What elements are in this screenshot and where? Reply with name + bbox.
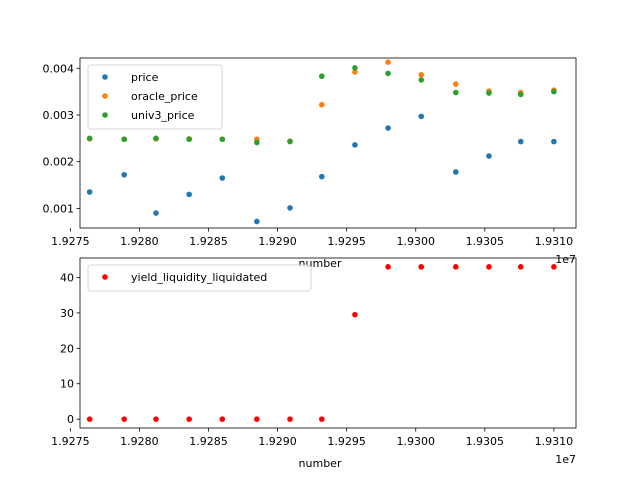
- data-point: [121, 136, 128, 143]
- data-point: [486, 264, 492, 270]
- data-point: [318, 73, 325, 80]
- y-tick-label: 0.003: [43, 109, 75, 122]
- y-tick-label: 40: [60, 271, 74, 284]
- data-point: [418, 72, 425, 78]
- x-tick-label: 1.9285: [189, 435, 228, 448]
- data-point: [219, 136, 226, 143]
- data-point: [318, 416, 325, 422]
- y-tick-label: 20: [60, 342, 74, 355]
- data-point: [318, 173, 325, 180]
- data-point: [254, 218, 260, 225]
- data-point: [453, 89, 459, 96]
- x-tick-label: 1.9275: [51, 235, 90, 248]
- data-point: [352, 69, 358, 75]
- legend-label: oracle_price: [131, 90, 198, 103]
- data-point: [418, 113, 425, 120]
- data-point: [385, 59, 391, 65]
- legend-box: [87, 64, 223, 130]
- data-point: [551, 264, 557, 270]
- data-point: [385, 125, 391, 131]
- data-point: [254, 416, 260, 422]
- axes-frame: [79, 57, 577, 229]
- data-point: [153, 210, 159, 216]
- data-point: [385, 264, 391, 270]
- x-tick-label: 1.9295: [327, 235, 366, 248]
- data-point: [121, 171, 128, 178]
- legend: price oracle_price univ3_price: [87, 64, 223, 130]
- data-point: [517, 138, 524, 145]
- legend-label: yield_liquidity_liquidated: [131, 271, 267, 284]
- x-tick-label: 1.9290: [258, 235, 297, 248]
- data-point: [352, 311, 358, 318]
- data-point: [86, 189, 93, 195]
- data-point: [551, 88, 557, 95]
- data-point: [219, 416, 226, 422]
- data-point: [153, 416, 159, 422]
- data-point: [517, 264, 524, 270]
- data-point: [453, 264, 459, 270]
- legend-marker: [102, 274, 108, 280]
- data-point: [287, 138, 293, 145]
- series-price: [86, 113, 557, 225]
- axes-frame: [79, 257, 577, 429]
- data-point: [287, 416, 293, 422]
- x-tick-label: 1.9280: [120, 435, 159, 448]
- x-tick-label: 1.9310: [535, 235, 574, 248]
- y-tick-label: 0.001: [43, 202, 75, 215]
- data-point: [352, 65, 358, 71]
- data-point: [219, 175, 226, 181]
- series-yield-liquidity-liquidated: [86, 264, 557, 422]
- data-point: [486, 90, 492, 96]
- data-point: [453, 81, 459, 87]
- legend-marker: [102, 112, 108, 118]
- data-point: [121, 416, 128, 422]
- legend-marker: [102, 93, 108, 99]
- data-point: [287, 205, 293, 211]
- y-tick-label: 0.004: [43, 62, 75, 75]
- x-offset-label: 1e7: [555, 253, 576, 266]
- x-offset-label: 1e7: [555, 453, 576, 466]
- data-point: [385, 70, 391, 77]
- x-tick-label: 1.9310: [535, 435, 574, 448]
- data-point: [352, 142, 358, 148]
- data-point: [453, 169, 459, 175]
- y-tick-label: 0: [67, 413, 74, 426]
- y-tick-label: 0.002: [43, 156, 75, 169]
- y-tick-label: 30: [60, 307, 74, 320]
- chart-2: 1.9275 1.9280 1.9285 1.9290 1.9295 1.9300 1.93…: [51, 257, 577, 470]
- data-point: [418, 264, 425, 270]
- series-univ3-price: [86, 65, 557, 146]
- data-point: [318, 101, 325, 108]
- legend-marker: [102, 74, 108, 80]
- x-tick-label: 1.9300: [396, 435, 435, 448]
- data-point: [86, 416, 93, 422]
- legend: yield_liquidity_liquidated: [87, 264, 312, 292]
- x-tick-label: 1.9285: [189, 235, 228, 248]
- data-point: [551, 138, 557, 145]
- x-tick-label: 1.9295: [327, 435, 366, 448]
- data-point: [186, 191, 192, 198]
- x-tick-label: 1.9305: [466, 235, 505, 248]
- legend-box: [87, 264, 312, 292]
- x-axis-label: number: [299, 457, 342, 470]
- data-point: [86, 135, 93, 142]
- x-tick-label: 1.9305: [466, 435, 505, 448]
- x-tick-label: 1.9280: [120, 235, 159, 248]
- data-point: [418, 77, 425, 83]
- y-tick-label: 10: [60, 378, 74, 391]
- x-tick-label: 1.9290: [258, 435, 297, 448]
- data-point: [486, 153, 492, 159]
- x-tick-label: 1.9275: [51, 435, 90, 448]
- data-point: [186, 416, 192, 422]
- data-point: [254, 139, 260, 146]
- legend-label: univ3_price: [131, 109, 195, 122]
- data-point: [517, 91, 524, 98]
- chart-1: 1.9275 1.9280 1.9285 1.9290 1.9295 1.9300 1.93…: [43, 57, 577, 270]
- data-point: [186, 136, 192, 143]
- legend-label: price: [131, 71, 159, 84]
- data-point: [153, 135, 159, 142]
- x-tick-label: 1.9300: [396, 235, 435, 248]
